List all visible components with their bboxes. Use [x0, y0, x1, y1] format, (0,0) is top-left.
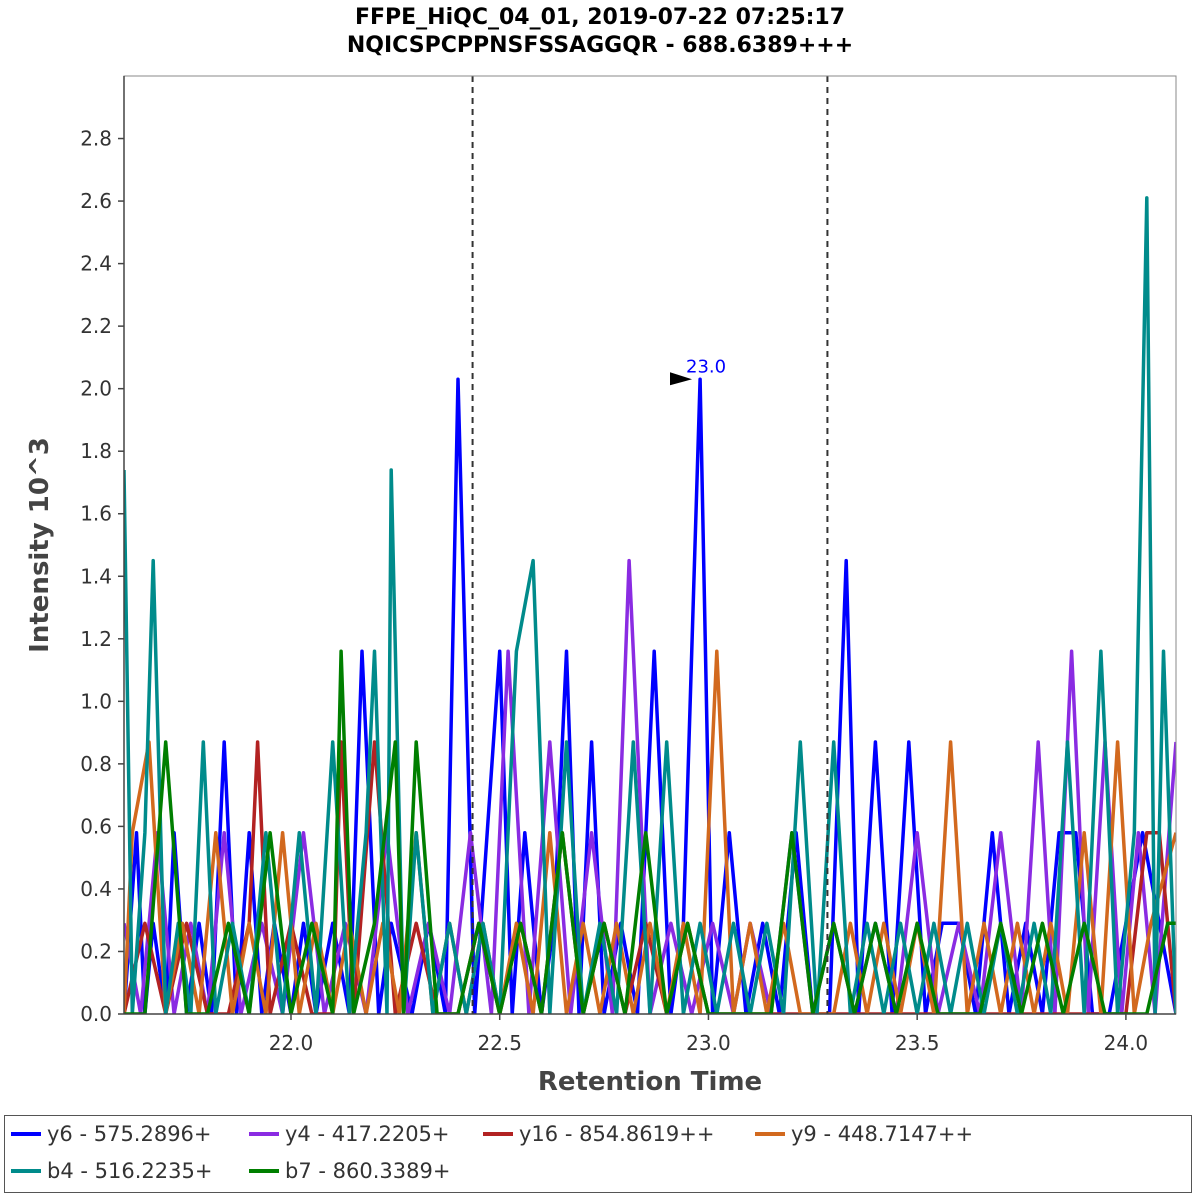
y-tick-label: 2.6 [80, 189, 112, 213]
y-tick-label: 1.2 [80, 627, 112, 651]
legend-item-y9[interactable]: y9 - 448.7147++ [755, 1122, 973, 1146]
chart-title: FFPE_HiQC_04_01, 2019-07-22 07:25:17 [355, 5, 845, 30]
x-tick-label: 23.5 [895, 1031, 940, 1055]
y-tick-label: 1.6 [80, 502, 112, 526]
legend-label-y9: y9 - 448.7147++ [791, 1122, 974, 1146]
peak-annotation-label: 23.0 [686, 356, 726, 377]
legend-swatch-y9 [755, 1132, 785, 1136]
legend-item-y4[interactable]: y4 - 417.2205+ [249, 1122, 450, 1146]
legend-item-b4[interactable]: b4 - 516.2235+ [11, 1159, 212, 1183]
x-tick-label: 22.5 [477, 1031, 522, 1055]
y-tick-label: 2.4 [80, 252, 112, 276]
legend-item-y6[interactable]: y6 - 575.2896+ [11, 1122, 212, 1146]
y-tick-label: 0.6 [80, 814, 112, 838]
x-tick-label: 24.0 [1104, 1031, 1149, 1055]
x-axis-label: Retention Time [538, 1067, 762, 1097]
legend-label-y6: y6 - 575.2896+ [47, 1122, 212, 1146]
y-tick-label: 0.0 [80, 1002, 112, 1026]
legend-label-y16: y16 - 854.8619++ [519, 1122, 715, 1146]
x-tick-label: 22.0 [269, 1031, 314, 1055]
y-tick-label: 2.0 [80, 377, 112, 401]
y-tick-label: 1.8 [80, 439, 112, 463]
chromatogram-chart: FFPE_HiQC_04_01, 2019-07-22 07:25:17 NQI… [25, 5, 1177, 1097]
legend-label-b7: b7 - 860.3389+ [285, 1159, 451, 1183]
legend: y6 - 575.2896+ y4 - 417.2205+ y16 - 854.… [4, 1115, 1192, 1193]
y-tick-label: 1.4 [80, 564, 112, 588]
x-tick-label: 23.0 [686, 1031, 731, 1055]
chart-subtitle: NQICSPCPPNSFSSAGGQR - 688.6389+++ [347, 33, 853, 58]
y-axis-label: Intensity 10^3 [25, 437, 55, 653]
legend-label-b4: b4 - 516.2235+ [47, 1159, 213, 1183]
peak-boundaries [471, 76, 829, 1014]
legend-swatch-y4 [249, 1132, 279, 1136]
y-tick-label: 1.0 [80, 689, 112, 713]
legend-label-y4: y4 - 417.2205+ [285, 1122, 450, 1146]
legend-swatch-y6 [11, 1132, 41, 1136]
legend-item-b7[interactable]: b7 - 860.3389+ [249, 1159, 450, 1183]
series-line-2 [124, 740, 1176, 1014]
legend-item-y16[interactable]: y16 - 854.8619++ [483, 1122, 714, 1146]
peak-marker-arrow [670, 372, 693, 386]
y-tick-label: 2.8 [80, 127, 112, 151]
legend-swatch-b7 [249, 1169, 279, 1173]
y-tick-label: 0.4 [80, 877, 112, 901]
series-lines [124, 196, 1176, 1014]
y-tick-label: 0.2 [80, 939, 112, 963]
legend-swatch-b4 [11, 1169, 41, 1173]
series-line-5 [124, 649, 1176, 1014]
series-line-4 [124, 196, 1176, 1014]
legend-swatch-y16 [483, 1132, 513, 1136]
y-tick-label: 2.2 [80, 314, 112, 338]
y-tick-label: 0.8 [80, 752, 112, 776]
